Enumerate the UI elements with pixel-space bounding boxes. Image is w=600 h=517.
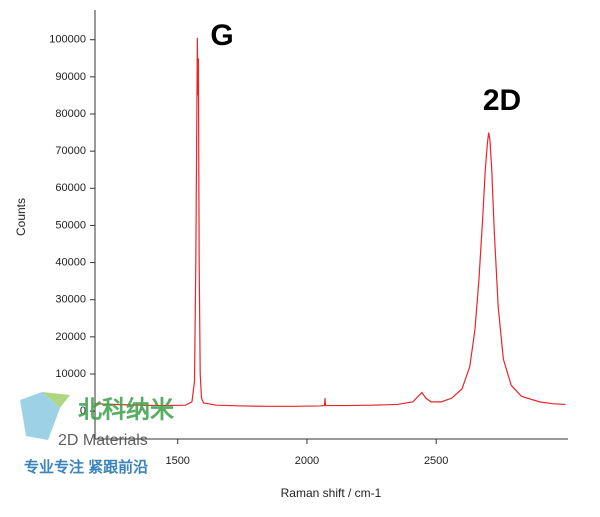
watermark: 北科纳米 2D Materials 专业专注 紧跟前沿 [20,392,174,476]
y-tick-label: 20000 [55,331,86,343]
y-tick-label: 80000 [55,108,86,120]
y-tick-label: 100000 [49,34,86,46]
watermark-brand: 北科纳米 [78,395,174,423]
x-tick-label: 2500 [424,455,448,467]
y-tick-label: 10000 [55,368,86,380]
x-tick-label: 2000 [295,455,319,467]
peak-annotation: 2D [483,84,521,117]
y-tick-label: 60000 [55,182,86,194]
watermark-slogan: 专业专注 紧跟前沿 [24,458,148,476]
y-axis-label: Counts [14,198,28,236]
x-axis-label: Raman shift / cm-1 [281,486,382,500]
y-tick-label: 0 [80,405,86,417]
y-tick-label: 40000 [55,256,86,268]
y-tick-label: 90000 [55,71,86,83]
logo [20,392,60,440]
logo [42,392,70,408]
y-tick-label: 50000 [55,219,86,231]
peak-annotation: G [210,19,233,52]
watermark-subtitle: 2D Materials [58,432,148,449]
x-tick-label: 1500 [165,455,189,467]
y-tick-label: 30000 [55,294,86,306]
y-tick-label: 70000 [55,145,86,157]
spectrum-line [94,37,566,407]
